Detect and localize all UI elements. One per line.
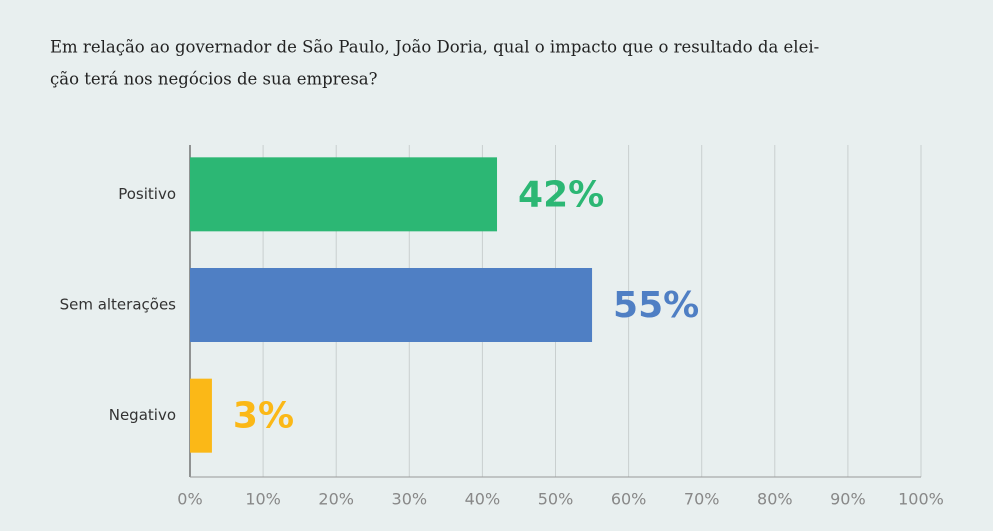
x-tick-label: 40% [465,490,501,509]
chart-title-line: ção terá nos negócios de sua empresa? [50,70,378,89]
bar [190,157,498,232]
y-tick-label: Sem alterações [60,296,177,314]
x-tick-label: 70% [684,490,720,509]
value-label: 42% [518,174,604,215]
bar [190,378,212,453]
chart-title-line: Em relação ao governador de São Paulo, J… [50,38,819,57]
x-tick-label: 100% [898,490,944,509]
x-tick-label: 20% [318,490,354,509]
bar [190,268,593,342]
x-tick-label: 10% [245,490,281,509]
value-label: 3% [233,396,294,437]
value-label: 55% [613,285,699,326]
x-tick-label: 60% [611,490,647,509]
y-tick-label: Positivo [118,185,176,203]
x-tick-label: 30% [392,490,428,509]
x-tick-label: 90% [830,490,866,509]
x-tick-label: 80% [757,490,793,509]
y-tick-label: Negativo [109,406,176,424]
x-tick-label: 0% [177,490,202,509]
x-tick-label: 50% [538,490,574,509]
